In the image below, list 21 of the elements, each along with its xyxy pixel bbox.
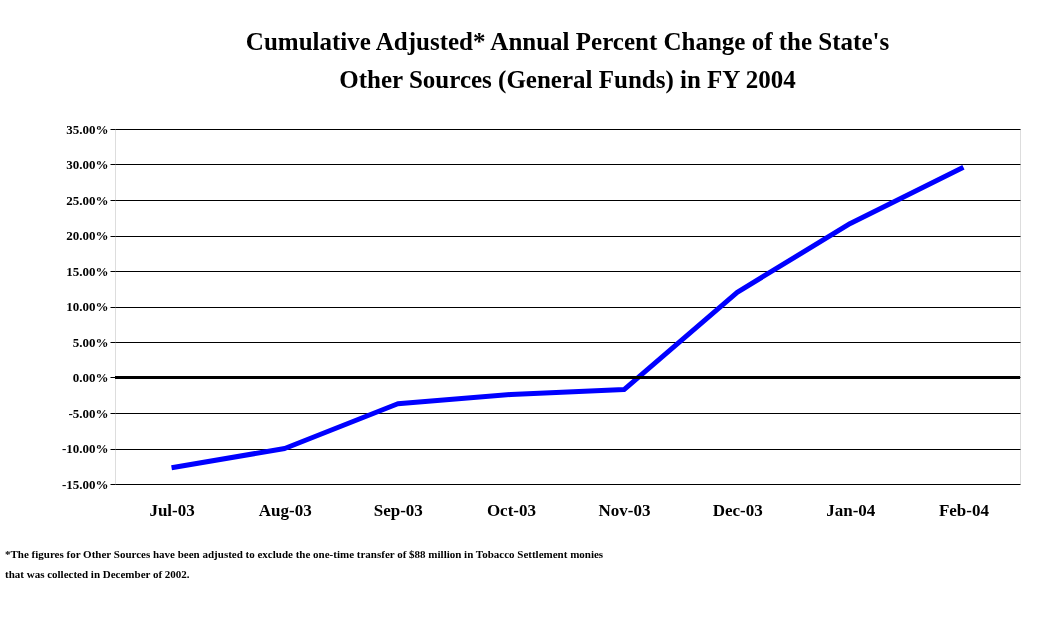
y-tick-label: 15.00% [66, 263, 109, 279]
x-tick-label: Dec-03 [712, 500, 763, 520]
x-tick-label: Sep-03 [373, 500, 423, 520]
y-tick-label: -10.00% [61, 441, 109, 456]
y-tick-label: 25.00% [66, 192, 109, 208]
x-tick-label: Aug-03 [258, 500, 312, 520]
x-tick-label: Nov-03 [598, 500, 651, 520]
y-tick-label: 35.00% [66, 121, 109, 137]
y-tick-label: 10.00% [66, 299, 109, 314]
text: *The figures for Other Sources have been adjusted to exclude the one-time transfer of $88 million in Tobacco Settlement monies that was collected in December of 2002. [5, 548, 604, 580]
y-tick-label: 30.00% [66, 157, 109, 172]
x-tick-label: Jan-04 [826, 500, 876, 520]
y-tick-label: -15.00% [61, 476, 109, 492]
y-tick-label: -5.00% [68, 405, 109, 421]
y-tick-label: 5.00% [72, 334, 109, 350]
x-tick-label: Feb-04 [938, 500, 990, 520]
y-tick-label: 20.00% [66, 228, 109, 243]
y-tick-label: 0.00% [72, 370, 109, 385]
x-tick-label: Oct-03 [486, 500, 536, 520]
x-tick-label: Jul-03 [149, 500, 195, 520]
chart-title: Cumulative Adjusted* Annual Percent Change of the State's Other Sources (General Funds) in FY 2004 [245, 28, 890, 94]
